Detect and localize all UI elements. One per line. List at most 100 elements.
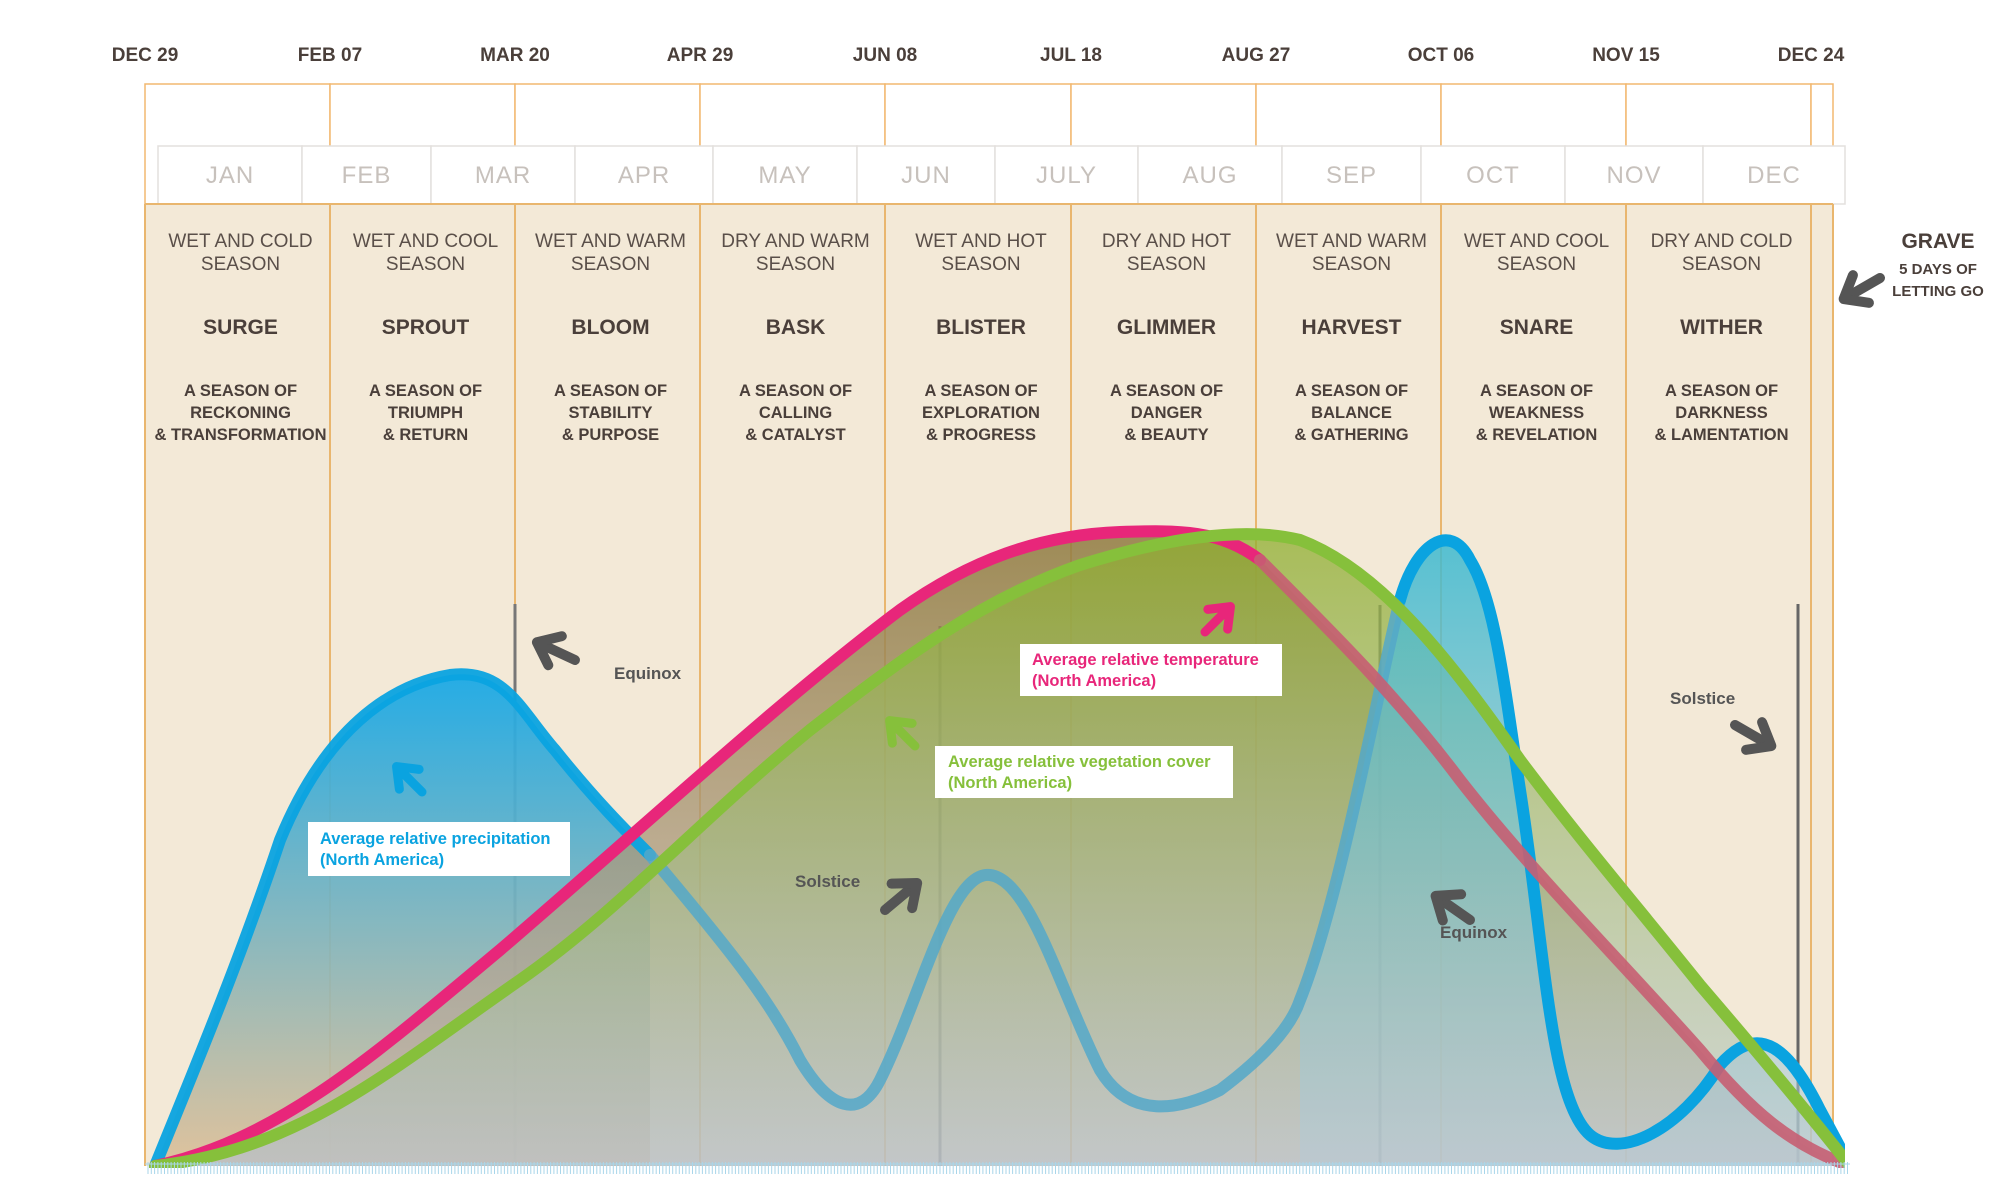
season-climate: SEASON — [201, 254, 280, 275]
month-label: JULY — [1036, 162, 1097, 189]
arrow-equinox-spring — [531, 631, 580, 671]
date-label: JUL 18 — [1040, 45, 1102, 66]
season-description: A SEASON OF — [739, 382, 852, 400]
legend-vegetation-line-1: Average relative vegetation cover — [948, 753, 1211, 771]
season-climate: SEASON — [1682, 254, 1761, 275]
solstice-winter-label: Solstice — [1670, 689, 1735, 708]
season-climate: DRY AND HOT — [1102, 231, 1232, 252]
season-climate: WET AND HOT — [915, 231, 1047, 252]
equinox-spring-label: Equinox — [614, 664, 682, 683]
day-tick-strip — [145, 1162, 1850, 1174]
precipitation-area-right — [1300, 540, 1845, 1166]
month-cell — [157, 145, 303, 205]
season-climate: SEASON — [756, 254, 835, 275]
season-description: & TRANSFORMATION — [154, 426, 326, 444]
season-climate: SEASON — [1127, 254, 1206, 275]
season-description: EXPLORATION — [922, 404, 1040, 422]
grave-subtitle-1: 5 DAYS OF — [1899, 261, 1977, 278]
month-cell — [1137, 145, 1283, 205]
season-description: A SEASON OF — [554, 382, 667, 400]
season-description: CALLING — [759, 404, 832, 422]
grave-subtitle-2: LETTING GO — [1892, 283, 1984, 300]
legend-vegetation: Average relative vegetation cover (North… — [935, 746, 1233, 798]
date-label: OCT 06 — [1408, 45, 1475, 66]
month-cell — [430, 145, 576, 205]
season-description: & BEAUTY — [1124, 426, 1208, 444]
month-label: APR — [618, 162, 670, 189]
legend-temperature-line-2: (North America) — [1032, 672, 1156, 690]
season-description: A SEASON OF — [1665, 382, 1778, 400]
season-description: BALANCE — [1311, 404, 1392, 422]
season-climate: SEASON — [941, 254, 1020, 275]
temperature-line — [149, 525, 1266, 1168]
season-name: WITHER — [1680, 316, 1763, 339]
season-description: STABILITY — [568, 404, 652, 422]
season-name: SNARE — [1500, 316, 1574, 339]
season-description: A SEASON OF — [924, 382, 1037, 400]
season-climate: WET AND COLD — [168, 231, 312, 252]
season-description: A SEASON OF — [1480, 382, 1593, 400]
solstice-summer-label: Solstice — [795, 872, 860, 891]
season-climate: SEASON — [1312, 254, 1391, 275]
legend-vegetation-line-2: (North America) — [948, 774, 1072, 792]
arrow-grave — [1838, 270, 1885, 308]
month-cell — [1281, 145, 1422, 205]
season-climate: WET AND WARM — [535, 231, 686, 252]
precipitation-line-peak — [1394, 534, 1845, 1168]
season-climate: WET AND COOL — [1464, 231, 1609, 252]
arrow-solstice-winter — [1730, 717, 1777, 755]
season-name: BLISTER — [936, 316, 1026, 339]
season-name: BASK — [766, 316, 826, 339]
equinox-fall-label: Equinox — [1440, 923, 1508, 942]
season-climate: SEASON — [1497, 254, 1576, 275]
month-label: OCT — [1466, 162, 1520, 189]
season-name: HARVEST — [1302, 316, 1402, 339]
month-cell — [301, 145, 432, 205]
temperature-line-muted — [1254, 554, 1845, 1168]
month-label: NOV — [1606, 162, 1661, 189]
month-label: AUG — [1182, 162, 1237, 189]
season-description: DARKNESS — [1675, 404, 1768, 422]
season-description: A SEASON OF — [184, 382, 297, 400]
legend-precipitation: Average relative precipitation (North Am… — [308, 822, 570, 876]
legend-temperature: Average relative temperature (North Amer… — [1020, 644, 1282, 696]
month-label: SEP — [1326, 162, 1377, 189]
season-name: GLIMMER — [1117, 316, 1216, 339]
legend-precipitation-line-2: (North America) — [320, 851, 444, 869]
month-cell — [574, 145, 714, 205]
season-name: BLOOM — [571, 316, 649, 339]
precipitation-line-muted — [644, 594, 1406, 1113]
date-label: MAR 20 — [480, 45, 550, 66]
tick-marks — [145, 1162, 1850, 1174]
date-label: APR 29 — [667, 45, 734, 66]
season-description: DANGER — [1131, 404, 1203, 422]
season-description: & PROGRESS — [926, 426, 1036, 444]
month-label: DEC — [1747, 162, 1801, 189]
season-description: A SEASON OF — [369, 382, 482, 400]
season-description: & RETURN — [383, 426, 468, 444]
season-description: & REVELATION — [1476, 426, 1598, 444]
season-description: & LAMENTATION — [1654, 426, 1788, 444]
season-name: SURGE — [203, 316, 278, 339]
season-description: & PURPOSE — [562, 426, 659, 444]
season-description: A SEASON OF — [1295, 382, 1408, 400]
season-climate: WET AND WARM — [1276, 231, 1427, 252]
legend-precipitation-line-1: Average relative precipitation — [320, 830, 550, 848]
month-label: MAR — [475, 162, 531, 189]
season-climate: DRY AND WARM — [721, 231, 870, 252]
date-label: DEC 29 — [112, 45, 179, 66]
legend-temperature-line-1: Average relative temperature — [1032, 651, 1259, 669]
arrow-vegetation — [885, 716, 920, 751]
month-label: MAY — [758, 162, 811, 189]
vegetation-line — [149, 528, 1845, 1168]
season-name: SPROUT — [382, 316, 470, 339]
arrow-temperature — [1200, 602, 1235, 637]
arrow-equinox-fall — [1430, 889, 1475, 926]
season-description: A SEASON OF — [1110, 382, 1223, 400]
date-label: FEB 07 — [298, 45, 362, 66]
season-climate: SEASON — [386, 254, 465, 275]
month-labels: JAN FEB MAR APR MAY JUN JULY AUG SEP OCT NOV DEC — [206, 162, 1801, 189]
